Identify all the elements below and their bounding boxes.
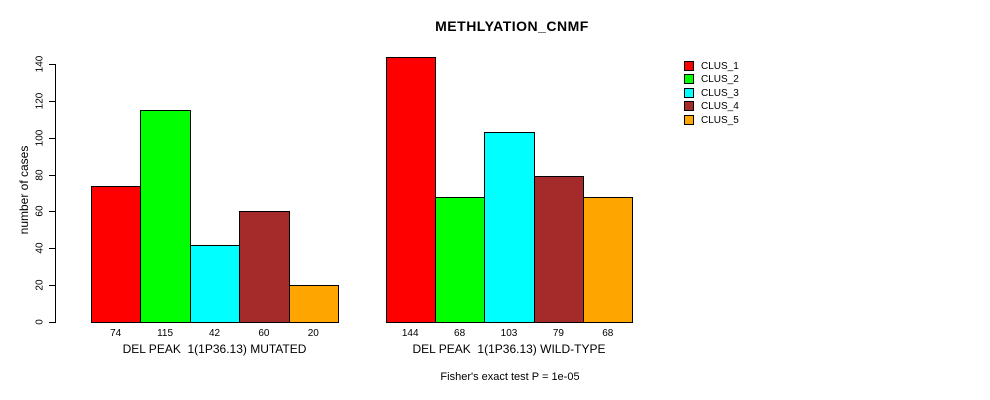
legend-label: CLUS_5 bbox=[701, 114, 739, 126]
bar-value-label: 20 bbox=[307, 328, 319, 339]
legend-swatch-icon bbox=[684, 87, 694, 98]
legend-swatch-icon bbox=[684, 101, 694, 112]
y-tick-mark bbox=[49, 322, 55, 323]
legend-label: CLUS_4 bbox=[701, 101, 739, 113]
y-tick-label: 20 bbox=[34, 279, 46, 291]
y-tick-label: 40 bbox=[34, 242, 46, 254]
y-tick-mark bbox=[49, 64, 55, 65]
y-tick-label: 140 bbox=[34, 55, 46, 73]
y-tick-label: 80 bbox=[34, 169, 46, 181]
bar-value-label: 115 bbox=[157, 328, 174, 339]
bar bbox=[288, 285, 339, 323]
y-tick-label: 0 bbox=[34, 319, 46, 325]
y-axis-label: number of cases bbox=[17, 145, 31, 235]
bar bbox=[434, 196, 486, 323]
legend-label: CLUS_1 bbox=[701, 61, 739, 72]
bar-value-label: 74 bbox=[110, 328, 122, 339]
bar-value-label: 79 bbox=[552, 328, 564, 339]
y-tick-mark bbox=[49, 285, 55, 287]
group-axis-label: DEL PEAK 1(1P36.13) MUTATED bbox=[122, 342, 307, 356]
bar bbox=[484, 132, 535, 323]
bar-value-label: 60 bbox=[258, 328, 270, 339]
bar-value-label: 68 bbox=[602, 328, 614, 339]
fisher-test-annotation: Fisher's exact test P = 1e-05 bbox=[440, 371, 580, 383]
bar-value-label: 68 bbox=[454, 328, 466, 339]
y-tick-label: 120 bbox=[34, 92, 46, 110]
legend-swatch-icon bbox=[684, 114, 694, 125]
bar-value-label: 144 bbox=[401, 328, 419, 339]
group-axis-label: DEL PEAK 1(1P36.13) WILD-TYPE bbox=[412, 342, 606, 356]
y-tick-mark bbox=[49, 211, 55, 213]
chart-title: METHLYATION_CNMF bbox=[435, 18, 589, 34]
legend-swatch-icon bbox=[684, 74, 694, 85]
bar bbox=[91, 185, 142, 323]
bar-value-label: 103 bbox=[500, 328, 518, 339]
legend-label: CLUS_3 bbox=[701, 87, 739, 99]
bar bbox=[583, 196, 634, 323]
y-tick-mark bbox=[49, 137, 55, 139]
bar bbox=[385, 56, 436, 323]
y-tick-mark bbox=[49, 100, 55, 102]
y-tick-mark bbox=[49, 174, 55, 176]
y-tick-label: 60 bbox=[34, 205, 46, 217]
bar bbox=[189, 244, 241, 323]
legend-label: CLUS_2 bbox=[701, 74, 739, 86]
legend-swatch-icon bbox=[684, 61, 694, 71]
y-tick-mark bbox=[49, 248, 55, 250]
bar bbox=[239, 211, 290, 323]
bar bbox=[533, 176, 585, 323]
y-tick-label: 100 bbox=[34, 129, 46, 147]
y-axis-line bbox=[55, 64, 56, 323]
bar-value-label: 42 bbox=[208, 328, 221, 339]
bar bbox=[140, 110, 191, 323]
